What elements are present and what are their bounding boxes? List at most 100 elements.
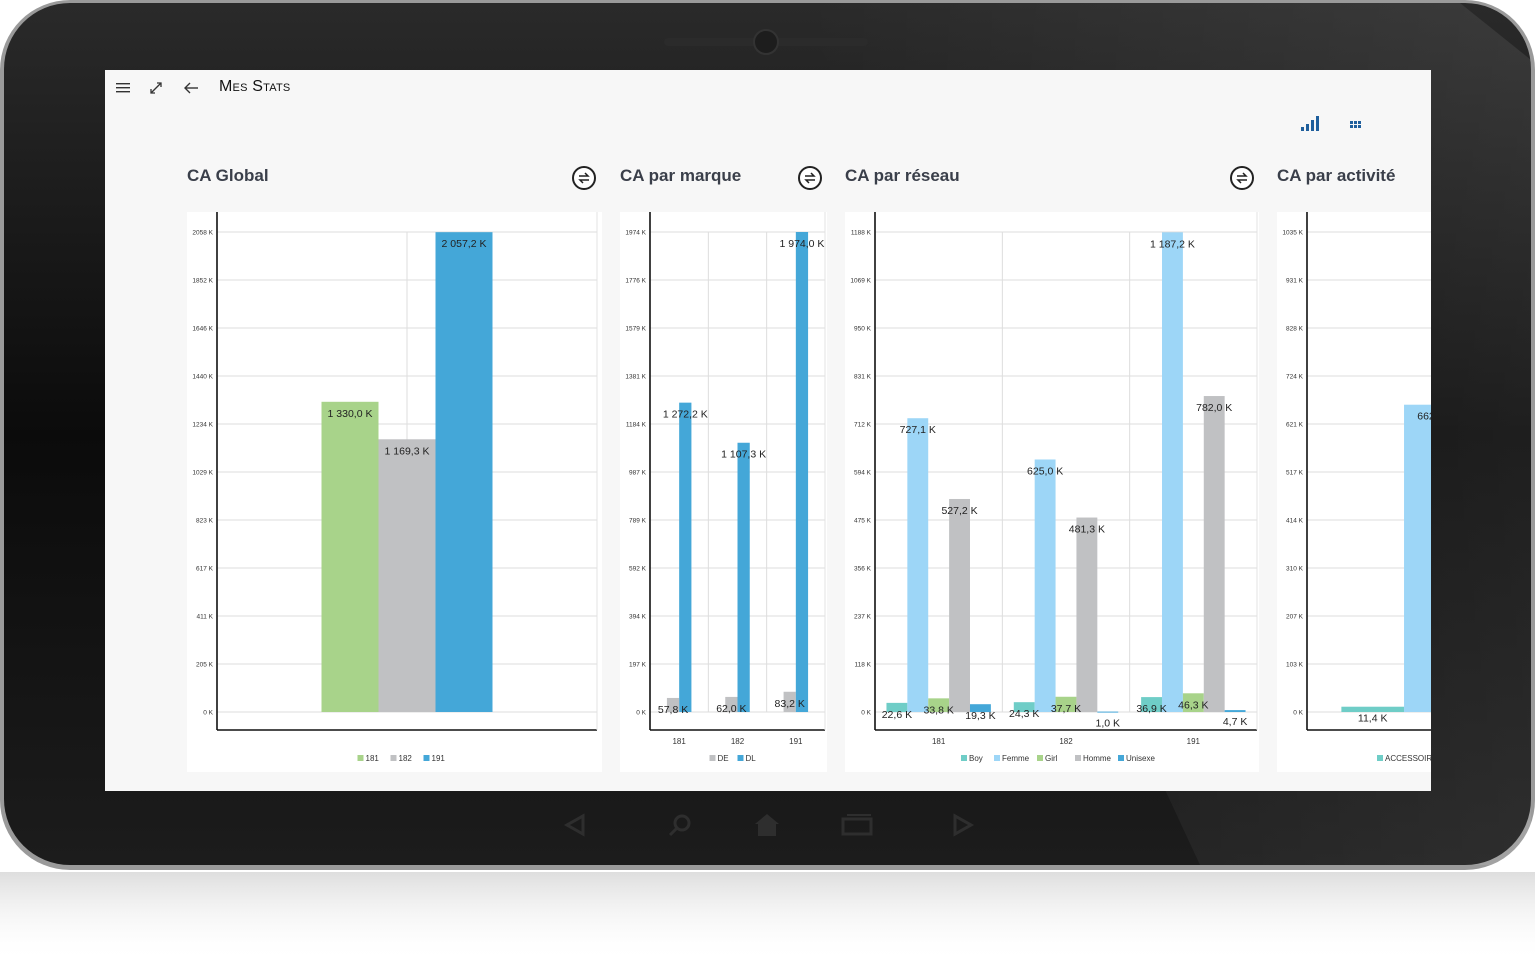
- data-labels: 11,4 K662,6 K45,0 K390,8 K220,2 K: [1358, 411, 1431, 725]
- app-screen: Mes Stats CA Global 0 K 205 K 411 K 617 K 82…: [105, 70, 1431, 791]
- y-tick-label: 828 K: [1286, 326, 1304, 333]
- bar: [1341, 706, 1405, 712]
- swap-arrows-icon[interactable]: [572, 166, 596, 190]
- bar: [928, 698, 950, 712]
- y-tick-label: 0 K: [203, 710, 213, 717]
- bar: [907, 418, 929, 712]
- bar: [1162, 232, 1183, 712]
- chart-svg: 0 K 205 K 411 K 617 K 823 K 1029 K 1234 K 1440 …: [192, 212, 598, 763]
- y-tick-label: 411 K: [196, 614, 213, 621]
- hamburger-menu-icon[interactable]: [110, 76, 136, 100]
- y-tick-label: 831 K: [854, 374, 872, 381]
- swap-arrows-icon[interactable]: [798, 166, 822, 190]
- y-tick-label: 103 K: [1286, 662, 1304, 669]
- legend-label: 182: [399, 754, 413, 763]
- bars: [1341, 404, 1431, 712]
- grid-icon[interactable]: [1343, 112, 1369, 136]
- bar: [783, 691, 796, 712]
- tablet-nav-bar: [0, 812, 1535, 842]
- bar: [1034, 459, 1056, 712]
- y-tick-label: 1776 K: [625, 278, 646, 285]
- x-tick-label: 182: [731, 737, 745, 746]
- panel-title: CA Global: [187, 166, 269, 185]
- nav-recent-apps-icon[interactable]: [840, 812, 874, 838]
- panel-ca-par-marque: CA par marque 0 K 197 K 394 K 592 K 789 K 987…: [620, 166, 830, 776]
- bar: [321, 401, 379, 712]
- data-label: 83,2 K: [775, 698, 805, 710]
- legend-swatch: [390, 755, 397, 761]
- legend-swatch: [737, 755, 744, 761]
- grid: 0 K 118 K 237 K 356 K 475 K 594 K 712 K 831 K 95…: [850, 230, 1257, 717]
- panel-ca-par-activite: CA par activité 0 K 103 K 207 K 310 K 414 K 5…: [1277, 166, 1431, 776]
- chart-ca-par-activite: 0 K 103 K 207 K 310 K 414 K 517 K 621 K 724 K 82…: [1277, 212, 1431, 772]
- bar: [886, 702, 908, 712]
- panel-ca-global: CA Global 0 K 205 K 411 K 617 K 823 K 1029 K 1…: [187, 166, 605, 776]
- legend-swatch: [1118, 755, 1124, 761]
- y-tick-label: 1974 K: [625, 230, 646, 237]
- bar: [1076, 517, 1098, 712]
- data-label: 625,0 K: [1027, 465, 1063, 477]
- y-tick-label: 1069 K: [850, 278, 871, 285]
- expand-icon[interactable]: [143, 76, 169, 100]
- y-tick-label: 2058 K: [192, 230, 213, 237]
- bar: [795, 232, 809, 712]
- legend: Boy Femme Girl Homme Unisexe: [961, 754, 1155, 763]
- bar: [737, 442, 750, 712]
- nav-search-icon[interactable]: [666, 812, 694, 838]
- data-label: 1 187,2 K: [1150, 238, 1195, 250]
- bars: [666, 232, 809, 712]
- data-label: 57,8 K: [658, 704, 688, 716]
- legend-swatch: [1377, 755, 1383, 761]
- legend-label: Unisexe: [1126, 754, 1155, 763]
- data-label: 11,4 K: [1358, 713, 1388, 725]
- y-tick-label: 0 K: [861, 710, 871, 717]
- nav-forward-icon[interactable]: [950, 812, 976, 838]
- panel-title: CA par activité: [1277, 166, 1396, 185]
- y-tick-label: 414 K: [1286, 518, 1304, 525]
- y-tick-label: 1440 K: [192, 374, 213, 381]
- data-label: 662,6 K: [1417, 411, 1431, 423]
- data-label: 727,1 K: [900, 424, 936, 436]
- back-arrow-icon[interactable]: [178, 76, 204, 100]
- y-tick-label: 1234 K: [192, 422, 213, 429]
- legend: DE DL: [709, 754, 756, 763]
- y-tick-label: 356 K: [854, 566, 872, 573]
- y-tick-label: 394 K: [629, 614, 647, 621]
- x-tick-label: 182: [1059, 737, 1073, 746]
- y-tick-label: 0 K: [1293, 710, 1303, 717]
- data-label: 19,3 K: [965, 710, 995, 722]
- bar: [1182, 693, 1204, 712]
- data-label: 1 169,3 K: [385, 445, 430, 457]
- bar: [1055, 696, 1077, 712]
- swap-arrows-icon[interactable]: [1230, 166, 1254, 190]
- y-tick-label: 1029 K: [192, 470, 213, 477]
- data-labels: 1 330,0 K 1 169,3 K 2 057,2 K: [328, 238, 487, 457]
- nav-home-icon[interactable]: [752, 812, 782, 838]
- y-tick-label: 207 K: [1286, 614, 1304, 621]
- bar-chart-icon[interactable]: [1297, 112, 1323, 136]
- y-tick-label: 724 K: [1286, 374, 1304, 381]
- y-tick-label: 475 K: [854, 518, 872, 525]
- legend-label: Girl: [1045, 754, 1058, 763]
- data-labels: 57,8 K 1 272,2 K 62,0 K 1 107,3 K 83,2 K 1 97…: [658, 238, 825, 716]
- legend-swatch: [994, 755, 1000, 761]
- y-tick-label: 1646 K: [192, 326, 213, 333]
- data-label: 33,8 K: [923, 704, 953, 716]
- data-label: 2 057,2 K: [442, 238, 487, 250]
- y-tick-label: 931 K: [1286, 278, 1304, 285]
- legend-label: Boy: [969, 754, 983, 763]
- data-label: 24,3 K: [1009, 708, 1039, 720]
- x-tick-label: 181: [932, 737, 946, 746]
- bar: [969, 704, 991, 712]
- bar: [1013, 702, 1035, 712]
- bar: [435, 232, 493, 712]
- x-tick-label: 191: [789, 737, 803, 746]
- y-tick-label: 205 K: [196, 662, 214, 669]
- data-label: 527,2 K: [941, 505, 977, 517]
- y-tick-label: 617 K: [196, 566, 214, 573]
- y-tick-label: 197 K: [629, 662, 647, 669]
- x-tick-label: 191: [1187, 737, 1201, 746]
- nav-back-icon[interactable]: [562, 812, 588, 838]
- data-label: 37,7 K: [1051, 703, 1081, 715]
- bar: [1203, 396, 1225, 712]
